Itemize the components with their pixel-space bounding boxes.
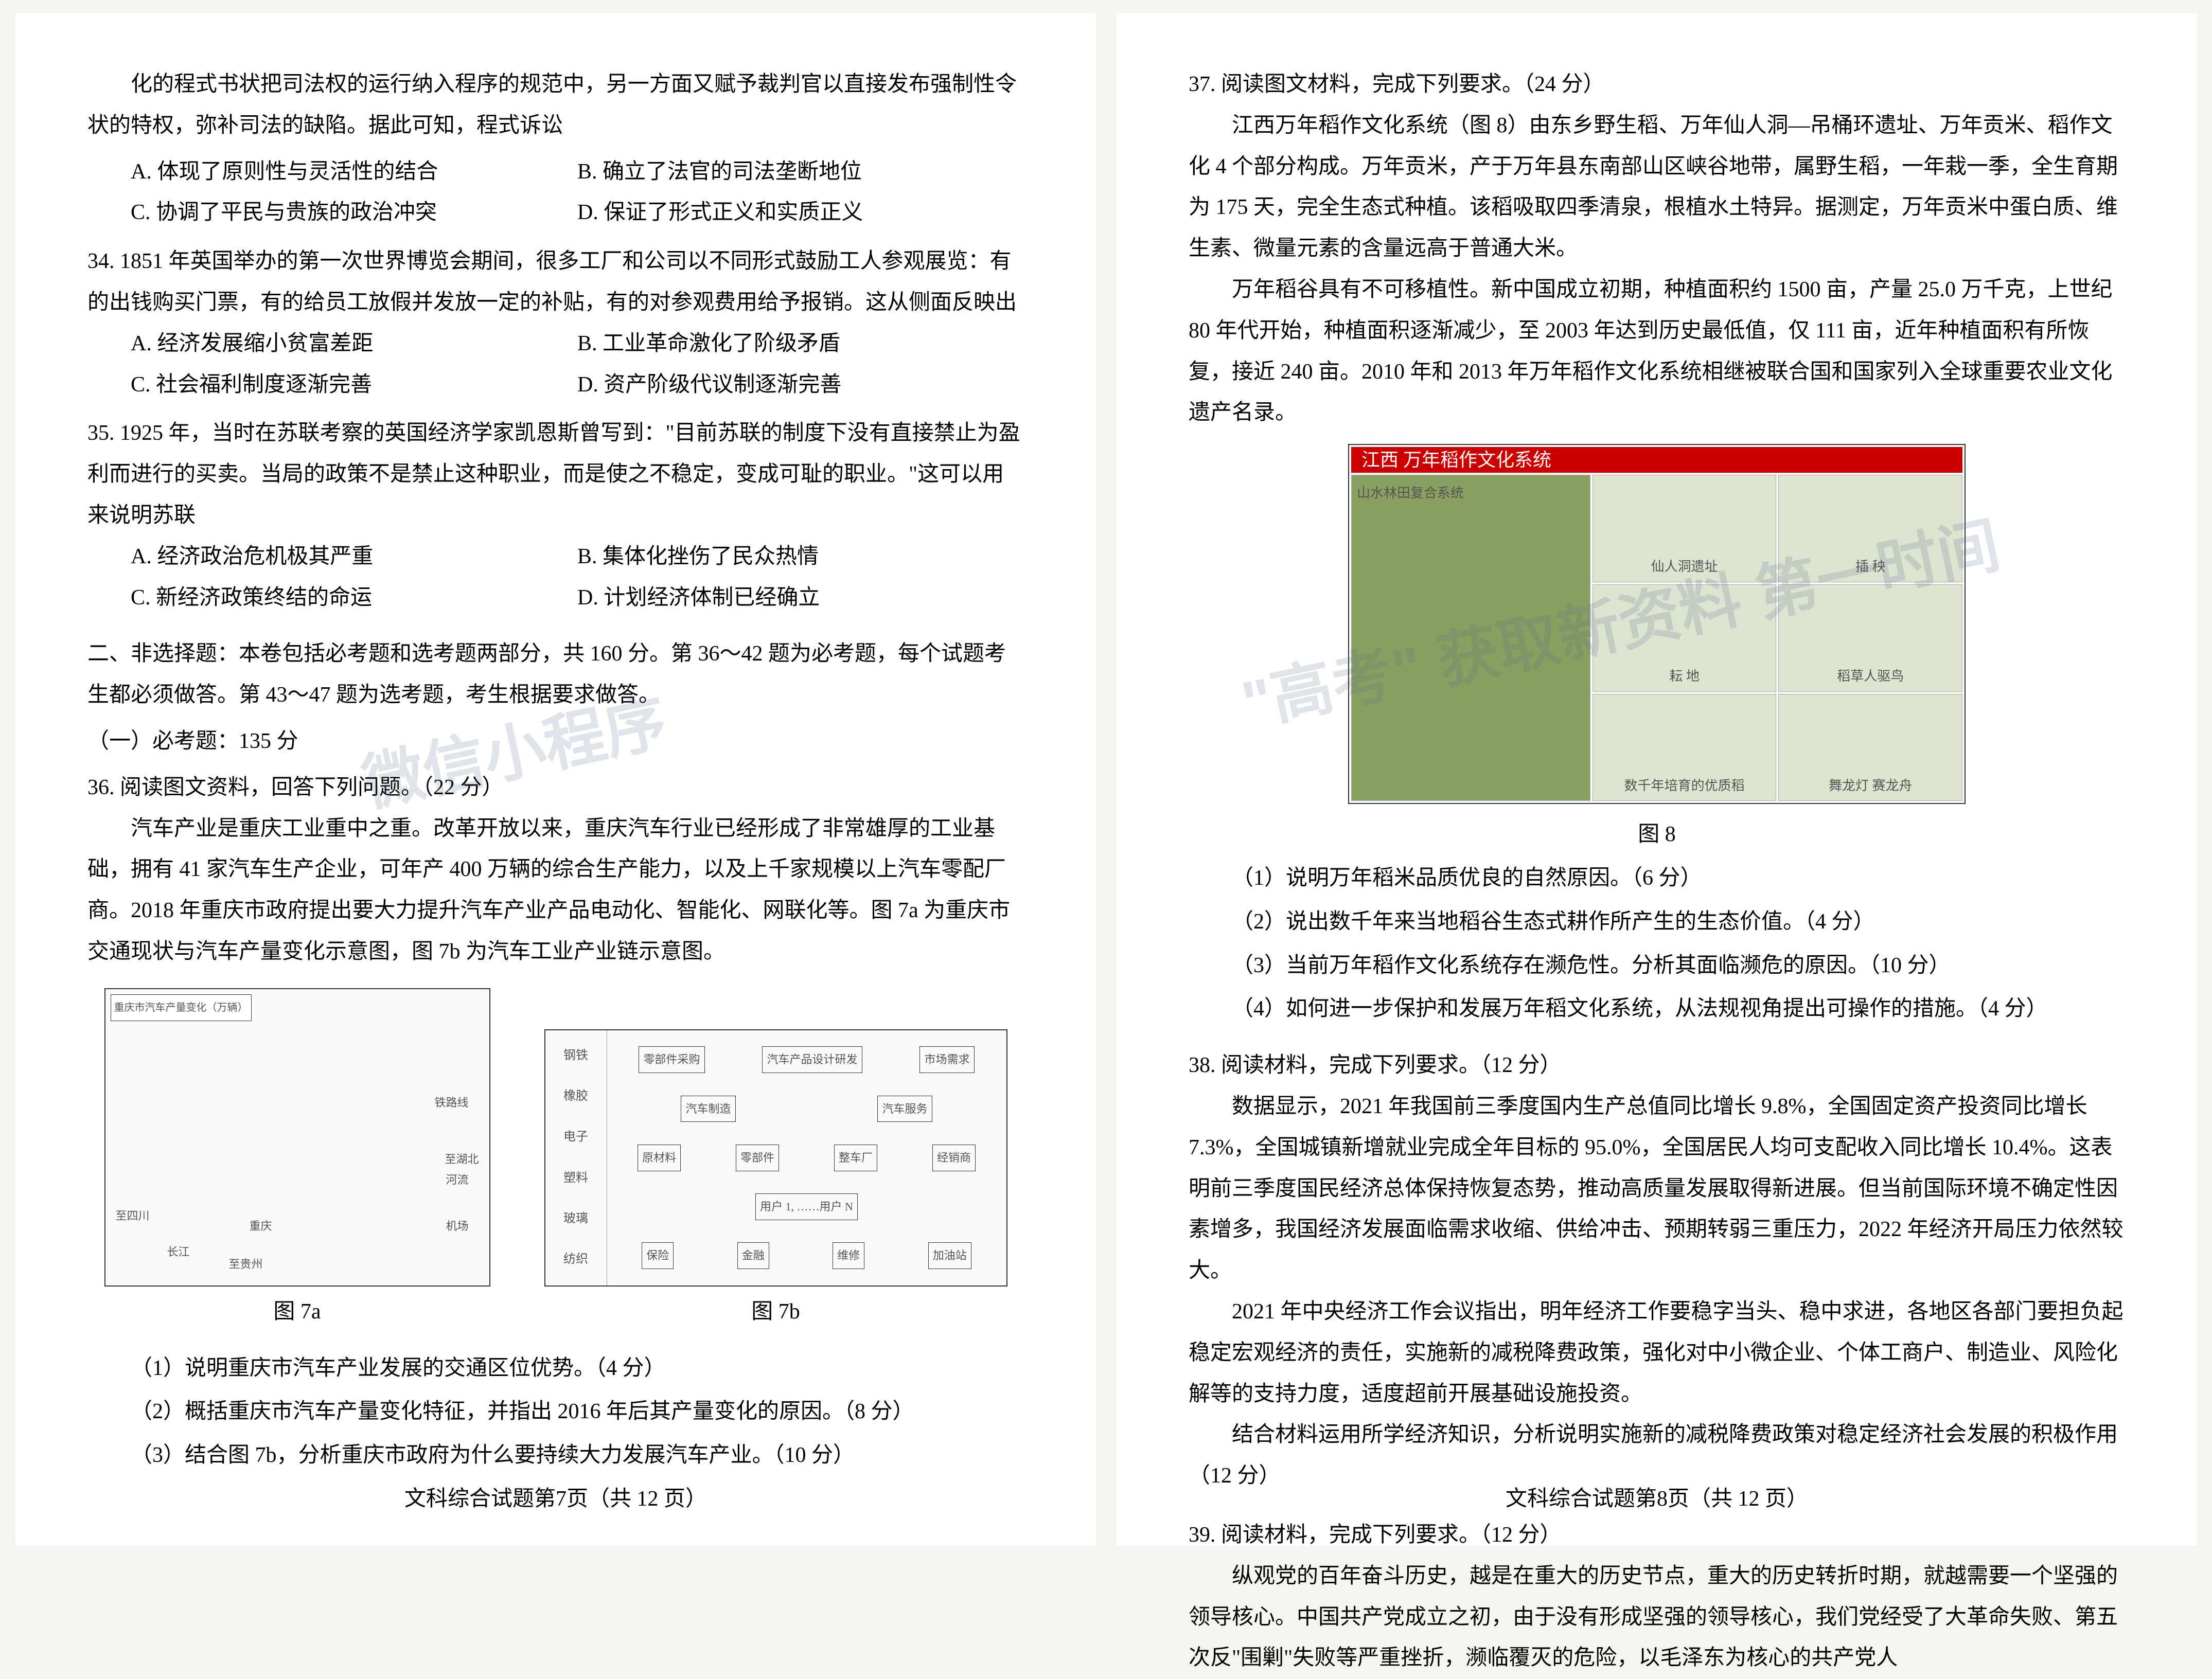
fig7a-legend: 重庆市汽车产量变化（万辆） — [111, 994, 252, 1021]
q34-number: 34. — [87, 249, 115, 273]
page-7: 化的程式书状把司法权的运行纳入程序的规范中，另一方面又赋予裁判官以直接发布强制性… — [15, 13, 1096, 1546]
q38-paragraph-1: 数据显示，2021 年我国前三季度国内生产总值同比增长 9.8%，全国固定资产投… — [1189, 1086, 2125, 1292]
q34-opt-d: D. 资产阶级代议制逐渐完善 — [577, 365, 1024, 406]
fig7b-r1-1: 汽车产品设计研发 — [762, 1046, 862, 1073]
q34-options: A. 经济发展缩小贫富差距 B. 工业革命激化了阶级矛盾 C. 社会福利制度逐渐… — [131, 324, 1024, 406]
fig7a-legend-river: 河流 — [446, 1169, 468, 1191]
fig8-cell-0: 仙人洞遗址 — [1592, 475, 1777, 582]
fig7a-label-guizhou: 至贵州 — [229, 1254, 263, 1275]
fig7b-label-3: 塑料 — [551, 1167, 601, 1190]
q34-opt-a: A. 经济发展缩小贫富差距 — [131, 324, 577, 365]
fig7b-r3-3: 经销商 — [932, 1145, 976, 1171]
page-8: 37. 阅读图文材料，完成下列要求。（24 分） 江西万年稻作文化系统（图 8）… — [1117, 13, 2197, 1546]
fig7b-r4-0: 用户 1, ……用户 N — [755, 1193, 858, 1220]
q33-continuation: 化的程式书状把司法权的运行纳入程序的规范中，另一方面又赋予裁判官以直接发布强制性… — [87, 64, 1024, 147]
fig7a-legend-airport: 机场 — [446, 1216, 468, 1237]
q34-text: 1851 年英国举办的第一次世界博览会期间，很多工厂和公司以不同形式鼓励工人参观… — [87, 249, 1017, 314]
q36-sub1: （1）说明重庆市汽车产业发展的交通区位优势。（4 分） — [131, 1348, 1024, 1389]
fig7b-r3-2: 整车厂 — [834, 1145, 877, 1171]
fig8-cell-2: 耘 地 — [1592, 584, 1777, 692]
fig8-cell-1: 插 秧 — [1778, 475, 1962, 582]
fig7b-chain: 零部件采购 汽车产品设计研发 市场需求 汽车制造 汽车服务 原材料 零部件 整车… — [607, 1030, 1006, 1285]
q36-paragraph-1: 汽车产业是重庆工业重中之重。改革开放以来，重庆汽车行业已经形成了非常雄厚的工业基… — [87, 809, 1024, 973]
fig7b-label-0: 钢铁 — [551, 1044, 601, 1068]
fig7b-r5-3: 加油站 — [928, 1242, 971, 1269]
figure-row-7: 重庆市汽车产量变化（万辆） 至四川 至湖北 至贵州 重庆 长江 铁路线 河流 机… — [87, 988, 1024, 1333]
q39-header: 39. 阅读材料，完成下列要求。（12 分） — [1189, 1515, 2125, 1556]
q36-sub2: （2）概括重庆市汽车产量变化特征，并指出 2016 年后其产量变化的原因。（8 … — [131, 1391, 1024, 1433]
q35-opt-b: B. 集体化挫伤了民众热情 — [577, 537, 1024, 578]
figure-7a: 重庆市汽车产量变化（万辆） 至四川 至湖北 至贵州 重庆 长江 铁路线 河流 机… — [104, 988, 490, 1333]
fig8-cell-4: 数千年培育的优质稻 — [1592, 694, 1777, 801]
q35-opt-a: A. 经济政治危机极其严重 — [131, 537, 577, 578]
q38-paragraph-2: 2021 年中央经济工作会议指出，明年经济工作要稳字当头、稳中求进，各地区各部门… — [1189, 1292, 2125, 1415]
q34: 34. 1851 年英国举办的第一次世界博览会期间，很多工厂和公司以不同形式鼓励… — [87, 241, 1024, 324]
fig7b-label-5: 纺织 — [551, 1248, 601, 1272]
q37-sub1: （1）说明万年稻米品质优良的自然原因。（6 分） — [1232, 858, 2125, 899]
fig7b-placeholder: 钢铁 橡胶 电子 塑料 玻璃 纺织 零部件采购 汽车产品设计研发 市场需求 — [544, 1029, 1007, 1287]
fig7b-r2-1: 汽车服务 — [877, 1096, 932, 1122]
q37-sub4: （4）如何进一步保护和发展万年稻文化系统，从法规视角提出可操作的措施。（4 分） — [1232, 989, 2125, 1030]
fig7a-label-sichuan: 至四川 — [116, 1205, 150, 1227]
fig7a-caption: 图 7a — [104, 1292, 490, 1333]
q35-number: 35. — [87, 421, 115, 445]
fig7b-r5-2: 维修 — [833, 1242, 864, 1269]
fig7b-r1-0: 零部件采购 — [639, 1046, 704, 1073]
fig8-placeholder: 江西 万年稻作文化系统 山水林田复合系统 仙人洞遗址 插 秧 耘 地 稻草人驱鸟… — [1348, 444, 1966, 804]
q39-paragraph-1: 纵观党的百年奋斗历史，越是在重大的历史节点，重大的历史转折时期，就越需要一个坚强… — [1189, 1556, 2125, 1679]
fig7b-label-1: 橡胶 — [551, 1085, 601, 1109]
fig7b-caption: 图 7b — [544, 1292, 1007, 1333]
q37-paragraph-2: 万年稻谷具有不可移植性。新中国成立初期，种植面积约 1500 亩，产量 25.0… — [1189, 270, 2125, 434]
fig7b-label-4: 玻璃 — [551, 1207, 601, 1231]
fig7a-label-changjiang: 长江 — [167, 1241, 190, 1263]
fig8-cell-3: 稻草人驱鸟 — [1778, 584, 1962, 692]
q35-options: A. 经济政治危机极其严重 B. 集体化挫伤了民众热情 C. 新经济政策终结的命… — [131, 537, 1024, 619]
fig8-caption: 图 8 — [1189, 814, 2125, 855]
q37-sub2: （2）说出数千年来当地稻谷生态式耕作所产生的生态价值。（4 分） — [1232, 902, 2125, 943]
q37-header: 37. 阅读图文材料，完成下列要求。（24 分） — [1189, 64, 2125, 105]
q36-header: 36. 阅读图文资料，回答下列问题。（22 分） — [87, 767, 1024, 809]
q35-opt-c: C. 新经济政策终结的命运 — [131, 578, 577, 619]
q35-text: 1925 年，当时在苏联考察的英国经济学家凯恩斯曾写到："目前苏联的制度下没有直… — [87, 421, 1020, 527]
section-2-header: 二、非选择题：本卷包括必考题和选考题两部分，共 160 分。第 36～42 题为… — [87, 634, 1024, 716]
fig7b-r5-1: 金融 — [737, 1242, 769, 1269]
figure-7b: 钢铁 橡胶 电子 塑料 玻璃 纺织 零部件采购 汽车产品设计研发 市场需求 — [544, 1029, 1007, 1333]
q33-opt-c: C. 协调了平民与贵族的政治冲突 — [131, 192, 577, 234]
fig7a-legend-rail: 铁路线 — [434, 1092, 468, 1114]
fig7a-placeholder: 重庆市汽车产量变化（万辆） 至四川 至湖北 至贵州 重庆 长江 铁路线 河流 机… — [104, 988, 490, 1287]
fig8-main: 山水林田复合系统 — [1351, 475, 1590, 801]
fig7a-label-hubei: 至湖北 — [445, 1149, 479, 1170]
q37-paragraph-1: 江西万年稻作文化系统（图 8）由东乡野生稻、万年仙人洞—吊桶环遗址、万年贡米、稻… — [1189, 105, 2125, 270]
page-7-footer: 文科综合试题第7页（共 12 页） — [15, 1479, 1096, 1520]
fig7b-r1-2: 市场需求 — [919, 1046, 974, 1073]
fig7b-r3-1: 零部件 — [736, 1145, 779, 1171]
page-8-footer: 文科综合试题第8页（共 12 页） — [1117, 1479, 2197, 1520]
section-2-sub: （一）必考题：135 分 — [87, 721, 1024, 762]
fig7b-label-2: 电子 — [551, 1126, 601, 1149]
fig8-title: 江西 万年稻作文化系统 — [1351, 447, 1962, 473]
q38-header: 38. 阅读材料，完成下列要求。（12 分） — [1189, 1045, 2125, 1086]
q33-opt-d: D. 保证了形式正义和实质正义 — [577, 192, 1024, 234]
q34-opt-b: B. 工业革命激化了阶级矛盾 — [577, 324, 1024, 365]
fig7b-r5-0: 保险 — [642, 1242, 674, 1269]
fig7b-r2-0: 汽车制造 — [681, 1096, 735, 1122]
fig7a-label-chongqing: 重庆 — [250, 1216, 272, 1237]
fig8-cell-5: 舞龙灯 赛龙舟 — [1778, 694, 1962, 801]
q33-options: A. 体现了原则性与灵活性的结合 B. 确立了法官的司法垄断地位 C. 协调了平… — [131, 152, 1024, 234]
q35-opt-d: D. 计划经济体制已经确立 — [577, 578, 1024, 619]
q34-opt-c: C. 社会福利制度逐渐完善 — [131, 365, 577, 406]
fig7b-left-labels: 钢铁 橡胶 电子 塑料 玻璃 纺织 — [545, 1030, 607, 1285]
q33-opt-a: A. 体现了原则性与灵活性的结合 — [131, 152, 577, 193]
q33-opt-b: B. 确立了法官的司法垄断地位 — [577, 152, 1024, 193]
fig7a-legend-title: 重庆市汽车产量变化（万辆） — [114, 998, 248, 1017]
q35: 35. 1925 年，当时在苏联考察的英国经济学家凯恩斯曾写到："目前苏联的制度… — [87, 413, 1024, 536]
fig7b-r3-0: 原材料 — [638, 1145, 681, 1171]
q36-sub3: （3）结合图 7b，分析重庆市政府为什么要持续大力发展汽车产业。（10 分） — [131, 1435, 1024, 1476]
q37-sub3: （3）当前万年稻作文化系统存在濒危性。分析其面临濒危的原因。（10 分） — [1232, 945, 2125, 987]
